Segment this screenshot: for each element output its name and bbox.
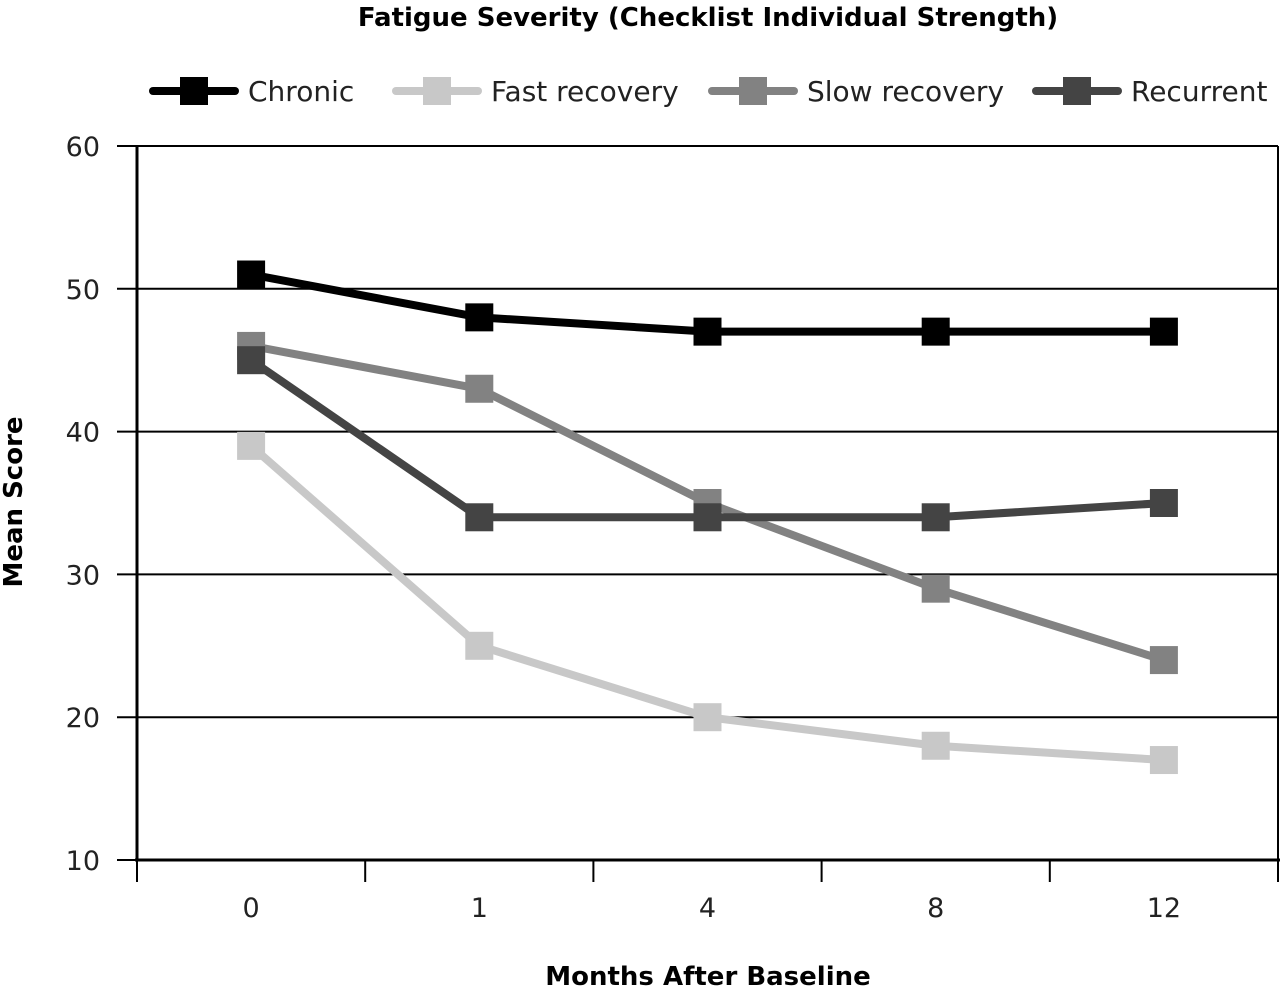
x-tick-label: 0 — [243, 893, 260, 924]
y-tick-label: 50 — [66, 275, 100, 306]
y-axis-ticks: 10 20 30 40 50 60 — [66, 132, 137, 877]
chart-title: Fatigue Severity (Checklist Individual S… — [358, 3, 1058, 33]
data-point — [921, 317, 950, 346]
legend-swatch-marker — [423, 77, 451, 105]
legend-item: Slow recovery — [708, 75, 1004, 108]
legend-label: Fast recovery — [491, 75, 679, 108]
y-tick-label: 40 — [66, 418, 100, 449]
y-tick-label: 10 — [66, 846, 100, 877]
data-point — [465, 303, 494, 332]
series-layer — [237, 260, 1178, 775]
data-point — [921, 731, 950, 760]
x-axis-title: Months After Baseline — [545, 962, 871, 990]
legend-item: Recurrent — [1032, 75, 1267, 108]
series-slow-recovery — [237, 331, 1178, 675]
data-point — [465, 503, 494, 532]
legend: Chronic Fast recovery Slow recovery Recurre… — [149, 75, 1267, 108]
data-point — [1149, 646, 1178, 675]
x-tick-label: 12 — [1147, 893, 1181, 924]
data-point — [693, 703, 722, 732]
data-point — [465, 374, 494, 403]
axes — [135, 146, 1280, 862]
data-point — [237, 431, 266, 460]
legend-swatch-marker — [739, 77, 767, 105]
legend-label: Chronic — [248, 75, 354, 108]
data-point — [921, 574, 950, 603]
data-point — [693, 317, 722, 346]
data-point — [1149, 317, 1178, 346]
data-point — [1149, 746, 1178, 775]
data-point — [1149, 489, 1178, 517]
series-fast-recovery — [237, 431, 1178, 775]
x-axis-ticks: 0 1 4 8 12 — [136, 860, 1279, 924]
x-tick-label: 1 — [471, 893, 488, 924]
data-point — [921, 503, 950, 532]
x-tick-label: 4 — [699, 893, 716, 924]
y-tick-label: 60 — [66, 132, 100, 163]
data-point — [237, 346, 266, 375]
x-tick-label: 8 — [927, 893, 944, 924]
data-point — [237, 260, 266, 289]
legend-item: Fast recovery — [392, 75, 679, 108]
legend-label: Slow recovery — [807, 75, 1004, 108]
legend-swatch-marker — [180, 77, 208, 105]
series-recurrent — [237, 346, 1178, 532]
y-tick-label: 30 — [66, 560, 100, 591]
legend-label: Recurrent — [1131, 75, 1267, 108]
legend-item: Chronic — [149, 75, 354, 108]
legend-swatch-marker — [1063, 77, 1091, 105]
data-point — [693, 503, 722, 532]
data-point — [465, 631, 494, 660]
series-chronic — [237, 260, 1178, 346]
y-tick-label: 20 — [66, 703, 100, 734]
y-axis-title: Mean Score — [0, 416, 29, 587]
